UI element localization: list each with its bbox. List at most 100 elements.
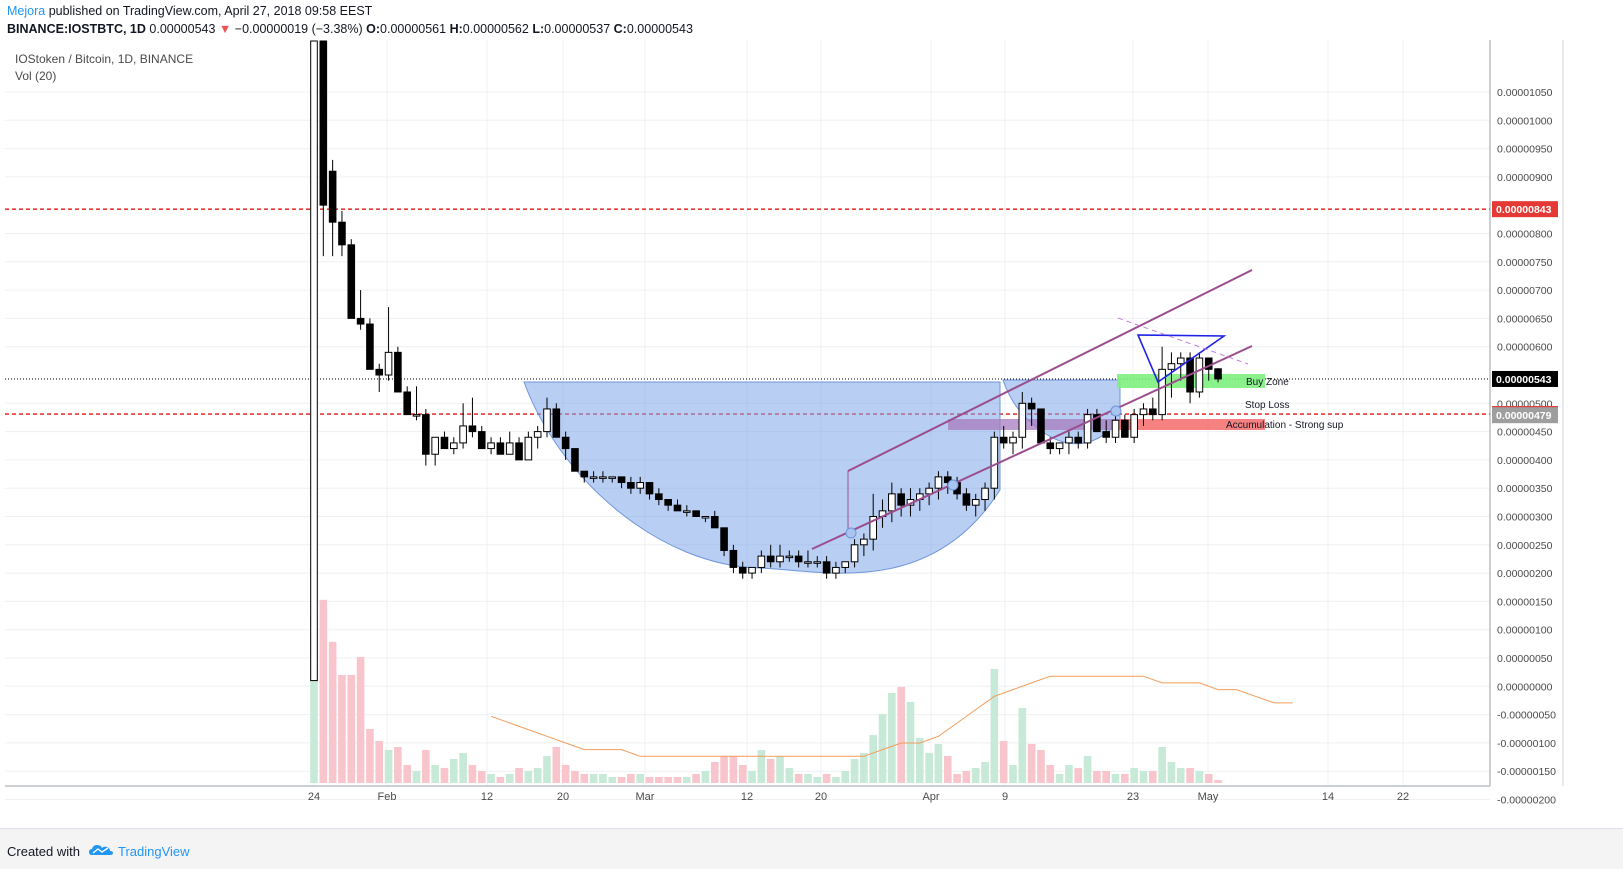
candle <box>366 323 374 370</box>
volume-bar <box>468 764 477 783</box>
candle <box>1083 414 1092 444</box>
volume-bar <box>477 770 486 783</box>
volume-bar <box>338 674 346 783</box>
annotation-label: Accumulation - Strong sup <box>1226 420 1344 431</box>
candle <box>999 436 1008 444</box>
x-tick-label: 24 <box>308 791 320 803</box>
channel-lower-line <box>811 345 1253 550</box>
volume-ma-line <box>490 675 1293 757</box>
candle <box>459 425 467 444</box>
channel-upper-line <box>847 269 1253 472</box>
volume-bar <box>552 746 561 783</box>
candle <box>1055 442 1064 450</box>
volume-bar <box>962 770 971 783</box>
volume-bar <box>394 746 402 783</box>
candle <box>766 555 775 563</box>
candle <box>720 527 728 551</box>
author-link[interactable]: Mejora <box>7 4 46 18</box>
candle <box>589 476 598 479</box>
y-tick-label: 0.00001050 <box>1497 87 1553 99</box>
volume-bar <box>543 755 551 783</box>
x-tick-label: May <box>1198 791 1219 803</box>
volume-bar <box>366 728 374 783</box>
candle <box>1102 431 1111 438</box>
annotation-label: Buy Zone <box>1246 377 1289 388</box>
y-tick-label: -0.00000150 <box>1497 766 1556 778</box>
y-tick-label: 0.00000350 <box>1497 483 1553 495</box>
candle <box>347 244 356 319</box>
candle <box>412 414 421 417</box>
down-triangle-icon: ▼ <box>218 22 232 36</box>
volume-bar <box>729 755 738 783</box>
volume-bar <box>375 740 384 783</box>
price-chart[interactable]: Buy Zone Stop Loss Accumulation - Strong s… <box>0 0 1623 828</box>
candle <box>505 442 514 455</box>
candle <box>608 476 617 479</box>
candle <box>328 170 337 223</box>
candle <box>617 476 626 484</box>
candle <box>645 482 654 495</box>
x-tick-label: Mar <box>636 791 655 803</box>
candle <box>543 408 551 433</box>
volume-bar <box>878 713 887 783</box>
candle <box>431 436 439 455</box>
volume-bar <box>599 773 607 783</box>
volume-bar <box>310 617 318 783</box>
y-tick-label: 0.00000300 <box>1497 512 1553 524</box>
y-tick-label: 0.00000100 <box>1497 625 1553 637</box>
volume-bar <box>580 773 589 783</box>
volume-bar <box>1130 767 1138 783</box>
candle <box>440 436 449 450</box>
volume-bar <box>459 752 467 783</box>
candle <box>776 555 784 563</box>
high-value: 0.00000562 <box>462 22 529 36</box>
y-tick-label: 0.00000900 <box>1497 172 1553 184</box>
footer: Created with TradingView <box>0 828 1623 869</box>
price-label-box <box>1492 407 1558 424</box>
volume-bar <box>953 773 961 783</box>
y-tick-label: 0.00000750 <box>1497 257 1553 269</box>
y-tick-label: 0.00000200 <box>1497 568 1553 580</box>
volume-bar <box>1214 779 1222 783</box>
candle <box>1009 436 1017 444</box>
volume-bar <box>347 674 356 783</box>
volume-bar <box>683 776 691 783</box>
volume-bar <box>617 776 626 783</box>
tradingview-link[interactable]: TradingView <box>118 844 190 859</box>
volume-bar <box>384 749 393 783</box>
published-text: published on TradingView.com, April 27, … <box>48 4 373 18</box>
volume-bar <box>738 764 747 783</box>
volume-bar <box>645 776 654 783</box>
candle <box>925 487 933 495</box>
candle <box>1121 419 1129 438</box>
volume-bar <box>971 767 980 783</box>
price-label-text: 0.00000543 <box>1496 374 1552 386</box>
candle <box>1167 363 1176 370</box>
volume-bar <box>766 758 775 783</box>
x-tick-label: 12 <box>481 791 493 803</box>
candle <box>794 555 803 563</box>
volume-bar <box>1121 773 1129 783</box>
candle <box>552 408 561 438</box>
candle <box>561 436 570 450</box>
volume-bar <box>757 749 766 783</box>
candle <box>1093 414 1101 433</box>
candle <box>934 476 943 489</box>
volume-bar <box>1083 755 1092 783</box>
candle <box>822 561 831 574</box>
candle <box>785 555 794 559</box>
volume-bar <box>1111 773 1120 783</box>
y-tick-label: -0.00000050 <box>1497 710 1556 722</box>
candle <box>403 391 411 416</box>
volume-bar <box>906 701 915 783</box>
open-value: 0.00000561 <box>380 22 447 36</box>
x-tick-label: 23 <box>1127 791 1139 803</box>
volume-bar <box>440 767 449 783</box>
tradingview-logo-icon <box>89 845 113 855</box>
volume-bar <box>999 740 1008 783</box>
volume-bar <box>1093 770 1101 783</box>
candle <box>748 566 756 574</box>
triangle-pattern <box>1136 334 1227 384</box>
volume-bar <box>990 668 999 783</box>
y-tick-label: 0.00000050 <box>1497 653 1553 665</box>
